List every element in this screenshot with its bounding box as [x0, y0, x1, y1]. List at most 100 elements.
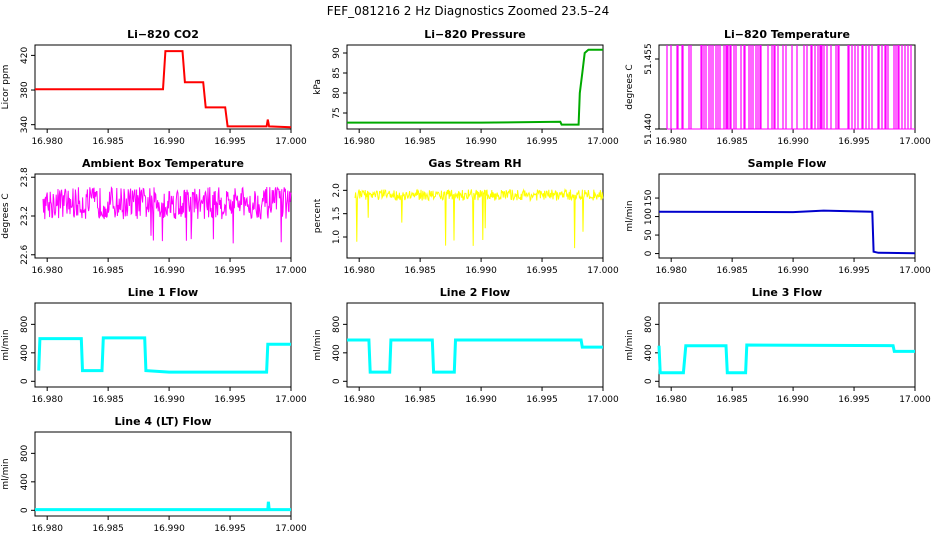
x-tick-label: 17.000	[587, 266, 619, 276]
x-tick-label: 17.000	[275, 137, 307, 147]
x-tick-label: 16.980	[655, 266, 687, 276]
plot-frame	[346, 44, 604, 130]
x-tick-label: 16.990	[153, 524, 185, 534]
y-tick-label: 90	[332, 47, 342, 59]
x-tick-label: 16.985	[716, 395, 748, 405]
series-line	[658, 209, 916, 255]
series-line	[35, 50, 292, 129]
x-tick-label: 17.000	[587, 137, 619, 147]
x-tick-label: 16.990	[777, 137, 809, 147]
x-tick-label: 16.995	[214, 524, 246, 534]
series-line	[347, 48, 603, 126]
chart-title: Line 2 Flow	[440, 286, 510, 299]
x-tick-label: 16.995	[526, 137, 558, 147]
plot-frame	[658, 173, 916, 259]
x-tick-label: 16.980	[343, 266, 375, 276]
y-tick-label: 23.8	[20, 167, 30, 187]
series-line	[35, 501, 291, 512]
x-tick-label: 16.985	[92, 137, 124, 147]
series-line	[42, 186, 292, 244]
y-axis-label: ml/min	[625, 200, 635, 231]
x-tick-label: 16.980	[31, 395, 63, 405]
y-axis-label: kPa	[313, 79, 323, 95]
plot-frame	[34, 44, 292, 130]
x-tick-label: 17.000	[899, 137, 931, 147]
y-tick-label: 51.455	[644, 43, 654, 75]
x-tick-label: 16.980	[655, 137, 687, 147]
x-tick-label: 16.995	[214, 395, 246, 405]
y-axis-label: ml/min	[1, 458, 11, 489]
y-tick-label: 800	[20, 444, 30, 461]
chart-title: Line 4 (LT) Flow	[115, 415, 212, 428]
x-tick-label: 16.985	[92, 524, 124, 534]
x-tick-label: 16.995	[838, 395, 870, 405]
x-tick-label: 16.985	[404, 266, 436, 276]
x-tick-label: 16.990	[153, 137, 185, 147]
y-tick-label: 420	[20, 47, 30, 64]
chart-panel-4: Ambient Box Temperature 16.980 16.985 16.99…	[1, 157, 307, 276]
y-tick-label: 0	[644, 378, 654, 384]
plot-frame	[34, 302, 292, 388]
y-axis-label: percent	[313, 198, 323, 233]
x-tick-label: 16.980	[31, 137, 63, 147]
x-tick-label: 16.990	[465, 137, 497, 147]
x-tick-label: 16.995	[838, 137, 870, 147]
plot-frame	[658, 302, 916, 388]
series-line	[666, 45, 912, 129]
x-tick-label: 16.990	[153, 266, 185, 276]
chart-panel-8: Line 2 Flow 16.980 16.985 16.990 16.995 17.00…	[313, 286, 619, 405]
chart-panel-9: Line 3 Flow 16.980 16.985 16.990 16.995 17.00…	[625, 286, 931, 405]
y-tick-label: 51.440	[644, 113, 654, 145]
y-axis-label: ml/min	[313, 329, 323, 360]
x-tick-label: 17.000	[275, 524, 307, 534]
x-tick-label: 17.000	[587, 395, 619, 405]
x-tick-label: 16.980	[655, 395, 687, 405]
x-tick-label: 16.990	[465, 395, 497, 405]
x-tick-label: 17.000	[275, 395, 307, 405]
x-tick-label: 16.995	[214, 137, 246, 147]
chart-panel-7: Line 1 Flow 16.980 16.985 16.990 16.995 17.00…	[1, 286, 307, 405]
y-tick-label: 0	[644, 250, 654, 256]
x-tick-label: 16.990	[777, 266, 809, 276]
y-axis-label: Licor ppm	[1, 65, 11, 110]
y-tick-label: 2.0	[332, 183, 342, 198]
y-tick-label: 800	[644, 315, 654, 332]
y-axis-label: degrees C	[625, 64, 635, 109]
x-tick-label: 16.990	[153, 395, 185, 405]
y-tick-label: 400	[332, 344, 342, 361]
series-line	[354, 187, 604, 249]
chart-title: Line 3 Flow	[752, 286, 822, 299]
chart-panel-1: Li−820 CO2 16.980 16.985 16.990 16.995 17.000…	[1, 28, 307, 147]
y-axis-label: degrees C	[1, 193, 11, 238]
x-tick-label: 17.000	[899, 266, 931, 276]
y-tick-label: 50	[644, 229, 654, 241]
chart-title: Line 1 Flow	[128, 286, 198, 299]
plot-frame	[346, 173, 604, 259]
y-tick-label: 85	[332, 67, 342, 78]
x-tick-label: 16.990	[777, 395, 809, 405]
x-tick-label: 16.980	[31, 524, 63, 534]
figure-title: FEF_081216 2 Hz Diagnostics Zoomed 23.5–…	[326, 4, 610, 18]
x-tick-label: 16.985	[404, 395, 436, 405]
chart-title: Li−820 CO2	[127, 28, 199, 41]
y-tick-label: 800	[332, 315, 342, 332]
x-tick-label: 16.985	[92, 395, 124, 405]
x-tick-label: 16.995	[214, 266, 246, 276]
x-tick-label: 17.000	[899, 395, 931, 405]
x-tick-label: 16.990	[465, 266, 497, 276]
chart-panel-3: Li−820 Temperature 16.980 16.985 16.990 16.9…	[625, 28, 931, 147]
chart-title: Ambient Box Temperature	[82, 157, 244, 170]
y-tick-label: 1.5	[332, 207, 342, 221]
plot-frame	[346, 302, 604, 388]
y-tick-label: 23.2	[20, 206, 30, 226]
series-line	[657, 343, 915, 375]
y-tick-label: 1.0	[332, 230, 342, 245]
y-tick-label: 0	[332, 378, 342, 384]
x-tick-label: 16.985	[716, 137, 748, 147]
y-tick-label: 400	[20, 344, 30, 361]
y-tick-label: 340	[20, 116, 30, 133]
x-tick-label: 17.000	[275, 266, 307, 276]
series-line	[347, 338, 603, 374]
y-tick-label: 380	[20, 81, 30, 98]
chart-title: Gas Stream RH	[428, 157, 521, 170]
